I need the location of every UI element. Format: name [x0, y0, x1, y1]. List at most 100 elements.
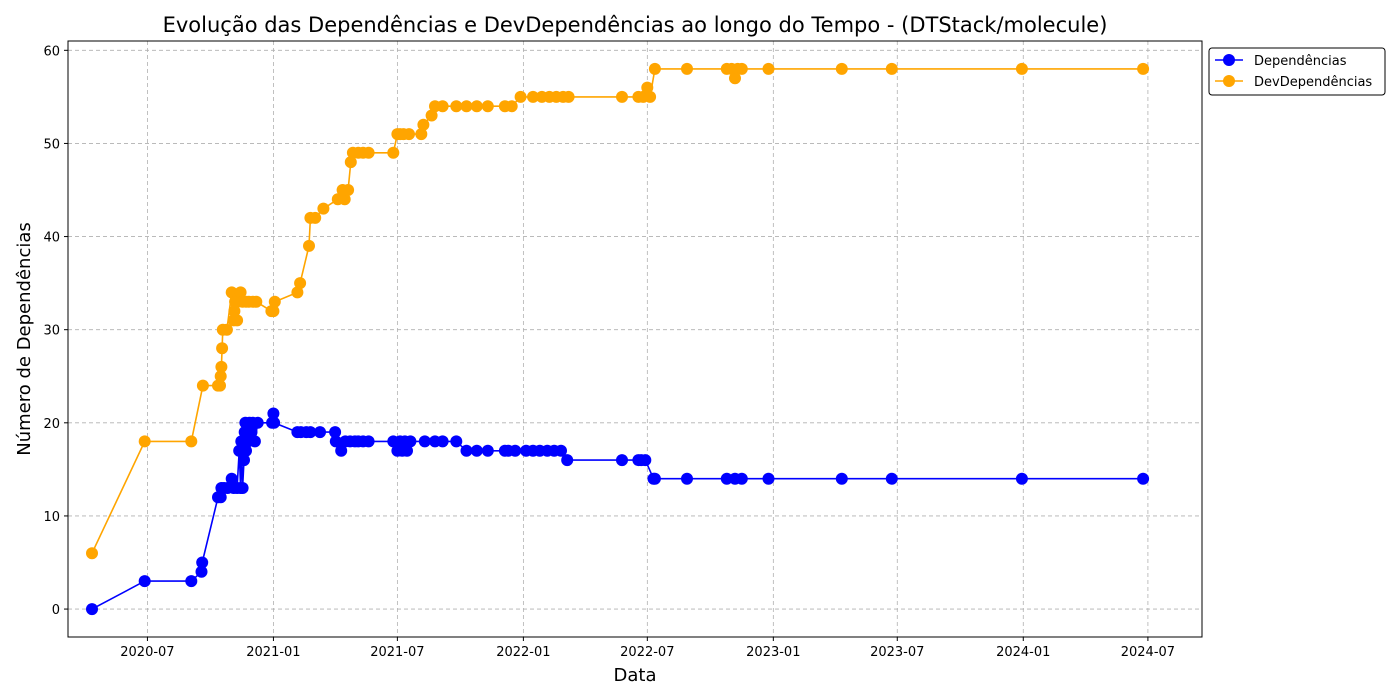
series-dependencias: [86, 407, 1150, 616]
data-point-dependencias: [639, 454, 652, 467]
y-tick-label: 60: [43, 44, 60, 59]
data-point-devdependencias: [735, 62, 748, 75]
data-point-devdependencias: [294, 277, 307, 290]
x-tick-label: 2021-01: [246, 645, 300, 660]
data-point-dependencias: [195, 565, 208, 578]
data-point-devdependencias: [835, 62, 848, 75]
data-point-dependencias: [681, 472, 693, 485]
data-point-devdependencias: [196, 379, 209, 392]
data-point-dependencias: [720, 472, 733, 485]
series-devdependencias: [86, 62, 1150, 560]
data-point-devdependencias: [616, 90, 628, 103]
data-point-devdependencias: [267, 305, 280, 318]
data-point-devdependencias: [234, 286, 247, 299]
data-point-dependencias: [450, 435, 463, 448]
data-point-devdependencias: [644, 90, 657, 103]
data-point-dependencias: [314, 426, 326, 439]
data-point-devdependencias: [885, 62, 898, 75]
data-point-devdependencias: [450, 100, 463, 113]
data-point-devdependencias: [1137, 62, 1150, 75]
data-point-dependencias: [185, 575, 198, 588]
data-point-dependencias: [240, 444, 252, 457]
data-point-devdependencias: [648, 62, 661, 75]
x-tick-label: 2020-07: [120, 645, 174, 660]
data-point-devdependencias: [762, 62, 775, 75]
data-point-devdependencias: [342, 184, 355, 196]
data-point-devdependencias: [225, 286, 238, 299]
data-point-devdependencias: [641, 81, 654, 94]
data-point-dependencias: [885, 472, 898, 485]
data-point-dependencias: [251, 416, 264, 429]
legend-marker-devdependencias: [1223, 75, 1235, 87]
data-point-devdependencias: [303, 239, 315, 252]
chart-title: Evolução das Dependências e DevDependênc…: [163, 13, 1108, 37]
x-tick-label: 2023-01: [746, 645, 800, 660]
plot-frame: [67, 40, 1203, 638]
axis-ticks: 2020-07 2021-01 2021-07 2022-01 2022-07 2023-…: [43, 44, 1175, 660]
data-point-dependencias: [236, 482, 249, 494]
x-axis-label: Data: [614, 665, 657, 686]
data-point-devdependencias: [425, 109, 438, 122]
data-point-devdependencias: [214, 370, 227, 383]
data-point-dependencias: [225, 472, 238, 485]
x-tick-label: 2024-01: [996, 645, 1050, 660]
data-point-devdependencias: [362, 146, 375, 159]
data-point-dependencias: [509, 444, 522, 457]
data-point-devdependencias: [338, 193, 351, 206]
data-point-devdependencias: [250, 295, 263, 308]
data-point-dependencias: [1015, 472, 1028, 485]
data-point-dependencias: [404, 435, 417, 448]
data-point-dependencias: [248, 435, 261, 448]
data-point-dependencias: [214, 491, 227, 504]
data-point-devdependencias: [231, 314, 244, 327]
x-tick-label: 2022-01: [496, 645, 550, 660]
data-point-dependencias: [196, 556, 209, 569]
series-line-devdependencias: [91, 68, 1144, 554]
data-point-dependencias: [735, 472, 748, 485]
x-tick-label: 2023-07: [870, 645, 924, 660]
data-point-devdependencias: [86, 547, 98, 560]
data-point-dependencias: [245, 426, 258, 439]
y-tick-label: 30: [43, 324, 60, 339]
y-tick-label: 50: [43, 137, 60, 152]
y-tick-label: 0: [52, 603, 60, 618]
data-point-dependencias: [268, 416, 281, 429]
legend: Dependências DevDependências: [1208, 47, 1386, 96]
data-point-devdependencias: [220, 323, 233, 336]
data-point-dependencias: [86, 603, 98, 616]
data-point-devdependencias: [317, 202, 330, 215]
data-point-devdependencias: [387, 146, 400, 159]
data-point-devdependencias: [228, 305, 241, 318]
data-point-dependencias: [648, 472, 661, 485]
data-point-devdependencias: [417, 118, 430, 131]
data-point-devdependencias: [415, 128, 428, 141]
data-point-dependencias: [762, 472, 775, 485]
data-point-dependencias: [329, 426, 342, 439]
data-point-devdependencias: [216, 342, 229, 355]
data-point-devdependencias: [681, 62, 693, 75]
data-point-devdependencias: [470, 100, 483, 113]
y-tick-label: 40: [43, 231, 60, 246]
data-point-devdependencias: [436, 100, 449, 113]
data-point-devdependencias: [344, 156, 357, 169]
data-point-devdependencias: [729, 72, 741, 85]
x-tick-label: 2024-07: [1121, 645, 1175, 660]
data-point-devdependencias: [138, 435, 151, 448]
data-point-dependencias: [138, 575, 151, 588]
x-tick-label: 2022-07: [620, 645, 674, 660]
data-point-dependencias: [362, 435, 375, 448]
data-point-devdependencias: [291, 286, 304, 299]
data-point-devdependencias: [268, 295, 281, 308]
data-point-dependencias: [267, 407, 280, 420]
data-point-dependencias: [481, 444, 494, 457]
data-point-dependencias: [1137, 472, 1150, 485]
x-tick-label: 2021-07: [370, 645, 424, 660]
data-point-devdependencias: [505, 100, 518, 113]
data-point-devdependencias: [481, 100, 494, 113]
legend-label-dependencias: Dependências: [1254, 54, 1347, 69]
data-point-dependencias: [460, 444, 473, 457]
y-tick-label: 20: [43, 417, 60, 432]
data-point-dependencias: [835, 472, 848, 485]
data-point-devdependencias: [215, 360, 228, 373]
